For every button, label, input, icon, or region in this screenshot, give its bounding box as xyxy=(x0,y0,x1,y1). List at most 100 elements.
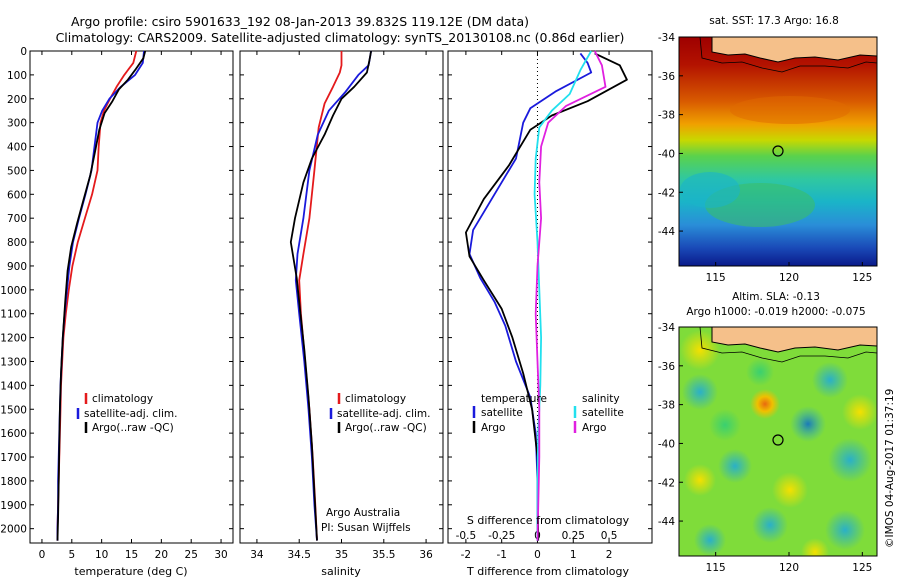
depth-tick-label: 1400 xyxy=(0,380,27,392)
salinity-panel-frame xyxy=(239,50,444,544)
x-tick-label: 20 xyxy=(155,549,168,561)
sst-map-title: sat. SST: 17.3 Argo: 16.8 xyxy=(709,15,839,27)
top-x-tick-label: 0.5 xyxy=(601,530,618,542)
land-australia xyxy=(711,327,877,353)
sla-blob xyxy=(718,449,752,483)
legend-label-satellite: satellite-adj. clim. xyxy=(84,408,177,420)
sla-map xyxy=(679,327,877,556)
depth-tick-label: 500 xyxy=(7,165,27,177)
difference-panel-frame xyxy=(447,50,653,544)
temperature-legend: climatology satellite-adj. clim. Argo(..… xyxy=(76,393,177,434)
difference-legend: temperature salinity satellite Argo sate… xyxy=(472,393,624,434)
legend-label-climatology: climatology xyxy=(92,393,153,405)
map-y-tick-label: -44 xyxy=(658,226,675,238)
sst-map xyxy=(679,37,877,266)
sst-contour xyxy=(699,37,877,73)
x-tick-label: 30 xyxy=(214,549,227,561)
depth-tick-label: 1000 xyxy=(0,285,27,297)
legend-label-s-satellite: satellite xyxy=(582,407,624,419)
map-x-tick-label: 120 xyxy=(779,272,799,284)
depth-tick-label: 800 xyxy=(7,237,27,249)
x-tick-label: 1 xyxy=(570,549,577,561)
map-x-tick-label: 125 xyxy=(852,562,872,574)
credit-line-1: Argo Australia xyxy=(326,507,400,519)
depth-tick-label: 900 xyxy=(7,261,27,273)
legend-title-temperature: temperature xyxy=(481,393,547,405)
map-y-tick-label: -40 xyxy=(658,148,675,160)
sla-blob xyxy=(746,358,774,386)
sla-blob xyxy=(790,406,826,442)
argo-location-marker xyxy=(772,434,784,446)
sst-map-frame xyxy=(678,36,878,267)
difference-top-xlabel: S difference from climatology xyxy=(467,514,630,527)
temperature-panel-frame xyxy=(29,50,234,544)
top-x-tick-label: -0.5 xyxy=(456,530,477,542)
argo-location-marker xyxy=(772,145,784,157)
sla-blob xyxy=(772,472,808,508)
sla-blob xyxy=(682,374,718,410)
depth-tick-label: 300 xyxy=(7,118,27,130)
sla-map-axes: 115 120 125 -34 -36 -38 -40 -42 -44 xyxy=(658,322,873,574)
depth-tick-label: 1100 xyxy=(0,309,27,321)
credit-line-2: PI: Susan Wijffels xyxy=(321,522,411,534)
salinity-xlabel: salinity xyxy=(321,565,361,578)
depth-tick-label: 200 xyxy=(7,94,27,106)
legend-label-t-satellite: satellite xyxy=(481,407,523,419)
depth-tick-label: 1500 xyxy=(0,404,27,416)
series-line-argo-raw-qc- xyxy=(289,50,372,541)
sla-blob xyxy=(684,464,716,496)
x-tick-label: -1 xyxy=(496,549,506,561)
temperature-plot: 0 5 10 15 20 25 30 xyxy=(30,50,233,561)
series-line-temperature-argo xyxy=(465,52,628,541)
depth-tick-label: 1600 xyxy=(0,428,27,440)
land-australia xyxy=(711,37,877,63)
map-y-tick-label: -34 xyxy=(658,32,675,44)
sla-blob xyxy=(842,394,877,430)
sla-blob xyxy=(828,438,872,482)
map-y-tick-label: -42 xyxy=(658,187,675,199)
legend-label-argo: Argo(..raw -QC) xyxy=(345,422,427,434)
x-tick-label: 0 xyxy=(39,549,46,561)
legend-label-climatology: climatology xyxy=(345,393,406,405)
map-x-tick-label: 115 xyxy=(706,272,726,284)
legend-title-salinity: salinity xyxy=(582,393,620,405)
map-y-tick-label: -36 xyxy=(658,361,675,373)
x-tick-label: 34 xyxy=(250,549,264,561)
sla-blob xyxy=(709,409,741,441)
salinity-plot: 34 34.5 35 35.5 36 xyxy=(240,50,443,561)
sst-teal-patch xyxy=(680,172,740,208)
map-y-tick-label: -38 xyxy=(658,400,675,412)
x-tick-label: 34.5 xyxy=(288,549,311,561)
depth-tick-label: 700 xyxy=(7,213,27,225)
sla-blob xyxy=(694,524,726,556)
depth-tick-label: 1300 xyxy=(0,356,27,368)
sst-field xyxy=(679,37,877,266)
watermark: ©IMOS 04-Aug-2017 01:37:19 xyxy=(884,389,896,548)
header-line-2: Climatology: CARS2009. Satellite-adjuste… xyxy=(56,30,625,45)
depth-tick-label: 100 xyxy=(7,70,27,82)
header-line-1: Argo profile: csiro 5901633_192 08-Jan-2… xyxy=(71,14,529,29)
x-tick-label: 25 xyxy=(185,549,198,561)
sla-blob xyxy=(812,362,848,398)
temperature-xlabel: temperature (deg C) xyxy=(74,565,187,578)
sst-map-axes: 115 120 125 -34 -36 -38 -40 -42 -44 xyxy=(658,32,873,284)
legend-label-satellite: satellite-adj. clim. xyxy=(337,408,430,420)
map-y-tick-label: -34 xyxy=(658,322,675,334)
map-y-tick-label: -40 xyxy=(658,438,675,450)
legend-label-argo: Argo(..raw -QC) xyxy=(92,422,174,434)
map-y-tick-label: -44 xyxy=(658,516,675,528)
depth-axis: 0 100 200 300 400 500 600 700 800 900 1000 1100 1200… xyxy=(0,46,27,536)
x-tick-label: 5 xyxy=(68,549,75,561)
sla-map-title: Altim. SLA: -0.13 xyxy=(732,291,820,303)
x-tick-label: 2 xyxy=(606,549,613,561)
sla-blob xyxy=(750,389,780,419)
series-line-salinity-argo xyxy=(534,50,607,541)
sla-contour xyxy=(699,327,877,363)
top-x-tick-label: 0.25 xyxy=(562,530,585,542)
legend-label-s-argo: Argo xyxy=(582,422,606,434)
top-x-tick-label: -0.25 xyxy=(488,530,515,542)
x-tick-label: -2 xyxy=(461,549,471,561)
map-x-tick-label: 125 xyxy=(852,272,872,284)
sla-blob xyxy=(825,510,865,550)
map-y-tick-label: -36 xyxy=(658,71,675,83)
